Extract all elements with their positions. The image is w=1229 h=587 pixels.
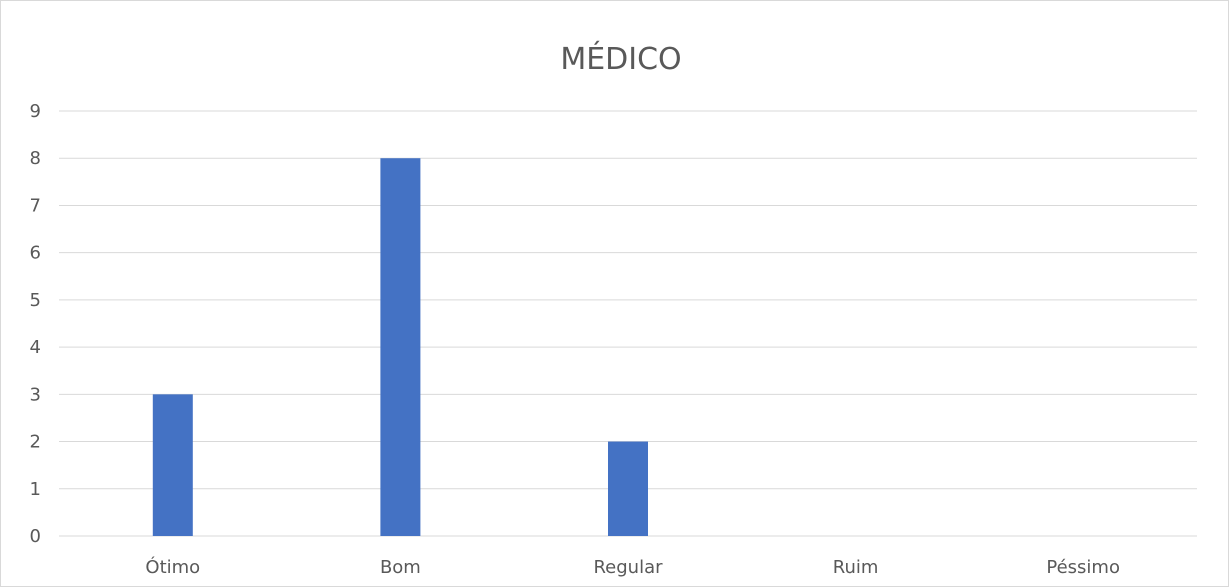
y-tick-label: 6 (30, 243, 41, 264)
y-tick-label: 5 (30, 290, 41, 311)
chart-title: MÉDICO (560, 41, 681, 77)
y-tick-label: 3 (30, 384, 41, 405)
y-tick-label: 4 (30, 337, 41, 358)
x-tick-label: Regular (593, 557, 663, 578)
x-tick-label: Péssimo (1046, 557, 1120, 578)
y-tick-label: 0 (30, 526, 41, 547)
bars (152, 158, 648, 536)
gridlines (59, 110, 1197, 537)
bar-1 (380, 158, 421, 536)
y-tick-label: 8 (30, 148, 41, 169)
y-axis-ticks: 0 1 2 3 4 5 6 7 8 9 (30, 101, 41, 547)
bar-2 (608, 441, 648, 536)
y-tick-label: 1 (30, 479, 41, 500)
x-tick-label: Bom (380, 557, 421, 578)
y-tick-label: 2 (30, 432, 41, 453)
bar-0 (152, 394, 193, 536)
x-axis-ticks: Ótimo Bom Regular Ruim Péssimo (145, 556, 1120, 578)
x-tick-label: Ruim (833, 557, 879, 578)
x-tick-label: Ótimo (145, 556, 200, 578)
y-tick-label: 7 (30, 195, 41, 216)
y-tick-label: 9 (30, 101, 41, 122)
